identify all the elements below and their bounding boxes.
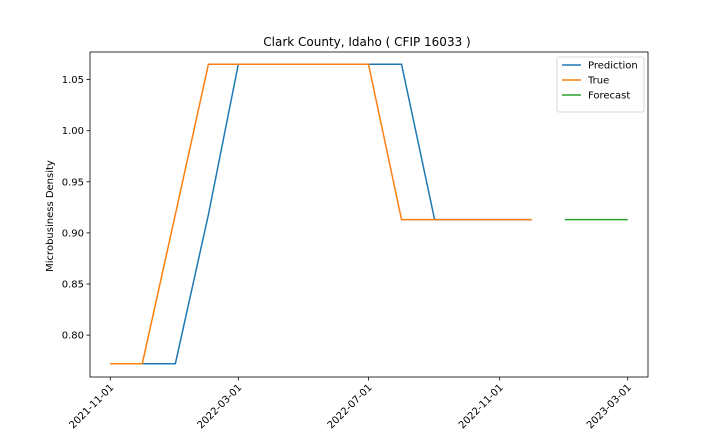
- y-tick-label: 0.90: [62, 228, 84, 239]
- legend: Prediction True Forecast: [556, 56, 645, 113]
- legend-label-true: True: [587, 76, 609, 87]
- axes-frame: [89, 51, 649, 378]
- legend-label-forecast: Forecast: [588, 91, 630, 102]
- legend-label-prediction: Prediction: [588, 61, 638, 72]
- legend-box: [556, 56, 645, 113]
- y-tick-label: 0.80: [62, 331, 84, 342]
- chart-title: Clark County, Idaho ( CFIP 16033 ): [263, 35, 470, 49]
- y-tick-label: 1.05: [62, 75, 84, 86]
- series-line-true: [110, 63, 532, 365]
- series-layer: [110, 63, 628, 365]
- y-tick-label: 0.85: [62, 279, 84, 290]
- y-tick-label: 0.95: [62, 177, 84, 188]
- y-tick-label: 1.00: [62, 126, 84, 137]
- y-axis-label: Microbusiness Density: [45, 160, 56, 272]
